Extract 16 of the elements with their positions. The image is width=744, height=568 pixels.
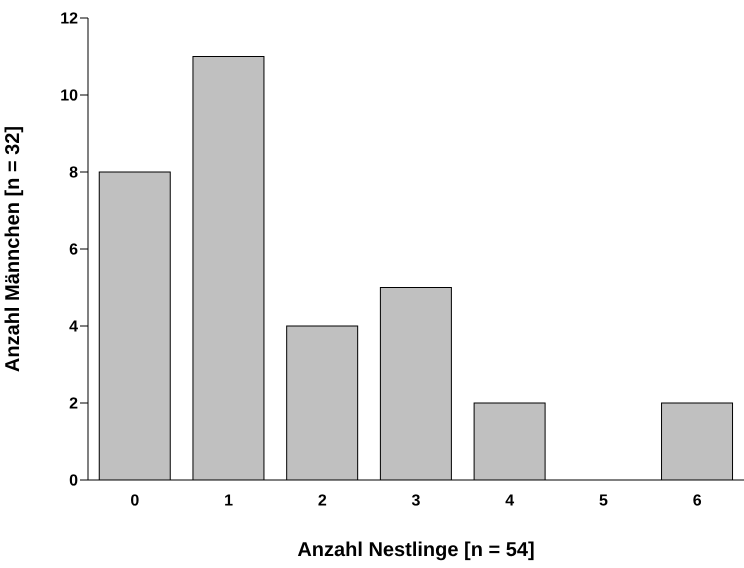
x-tick-label: 1 <box>224 492 234 510</box>
x-tick-label: 0 <box>130 492 140 510</box>
x-tick-label: 3 <box>412 492 421 510</box>
y-tick-label: 0 <box>69 472 78 490</box>
y-tick-label: 10 <box>60 88 78 105</box>
x-axis-title: Anzahl Nestlinge [n = 54] <box>297 539 535 561</box>
x-tick-label: 4 <box>505 492 514 510</box>
y-tick-label: 4 <box>69 318 78 336</box>
y-tick-label: 6 <box>69 242 78 259</box>
y-tick-label: 2 <box>69 396 78 413</box>
x-tick-label: 6 <box>692 492 702 510</box>
y-tick-label: 12 <box>60 10 78 28</box>
x-tick-label: 5 <box>598 492 608 510</box>
y-tick-label: 8 <box>69 164 78 182</box>
x-tick-label: 2 <box>318 492 327 510</box>
y-axis-title: Anzahl Männchen [n = 32] <box>2 126 24 372</box>
